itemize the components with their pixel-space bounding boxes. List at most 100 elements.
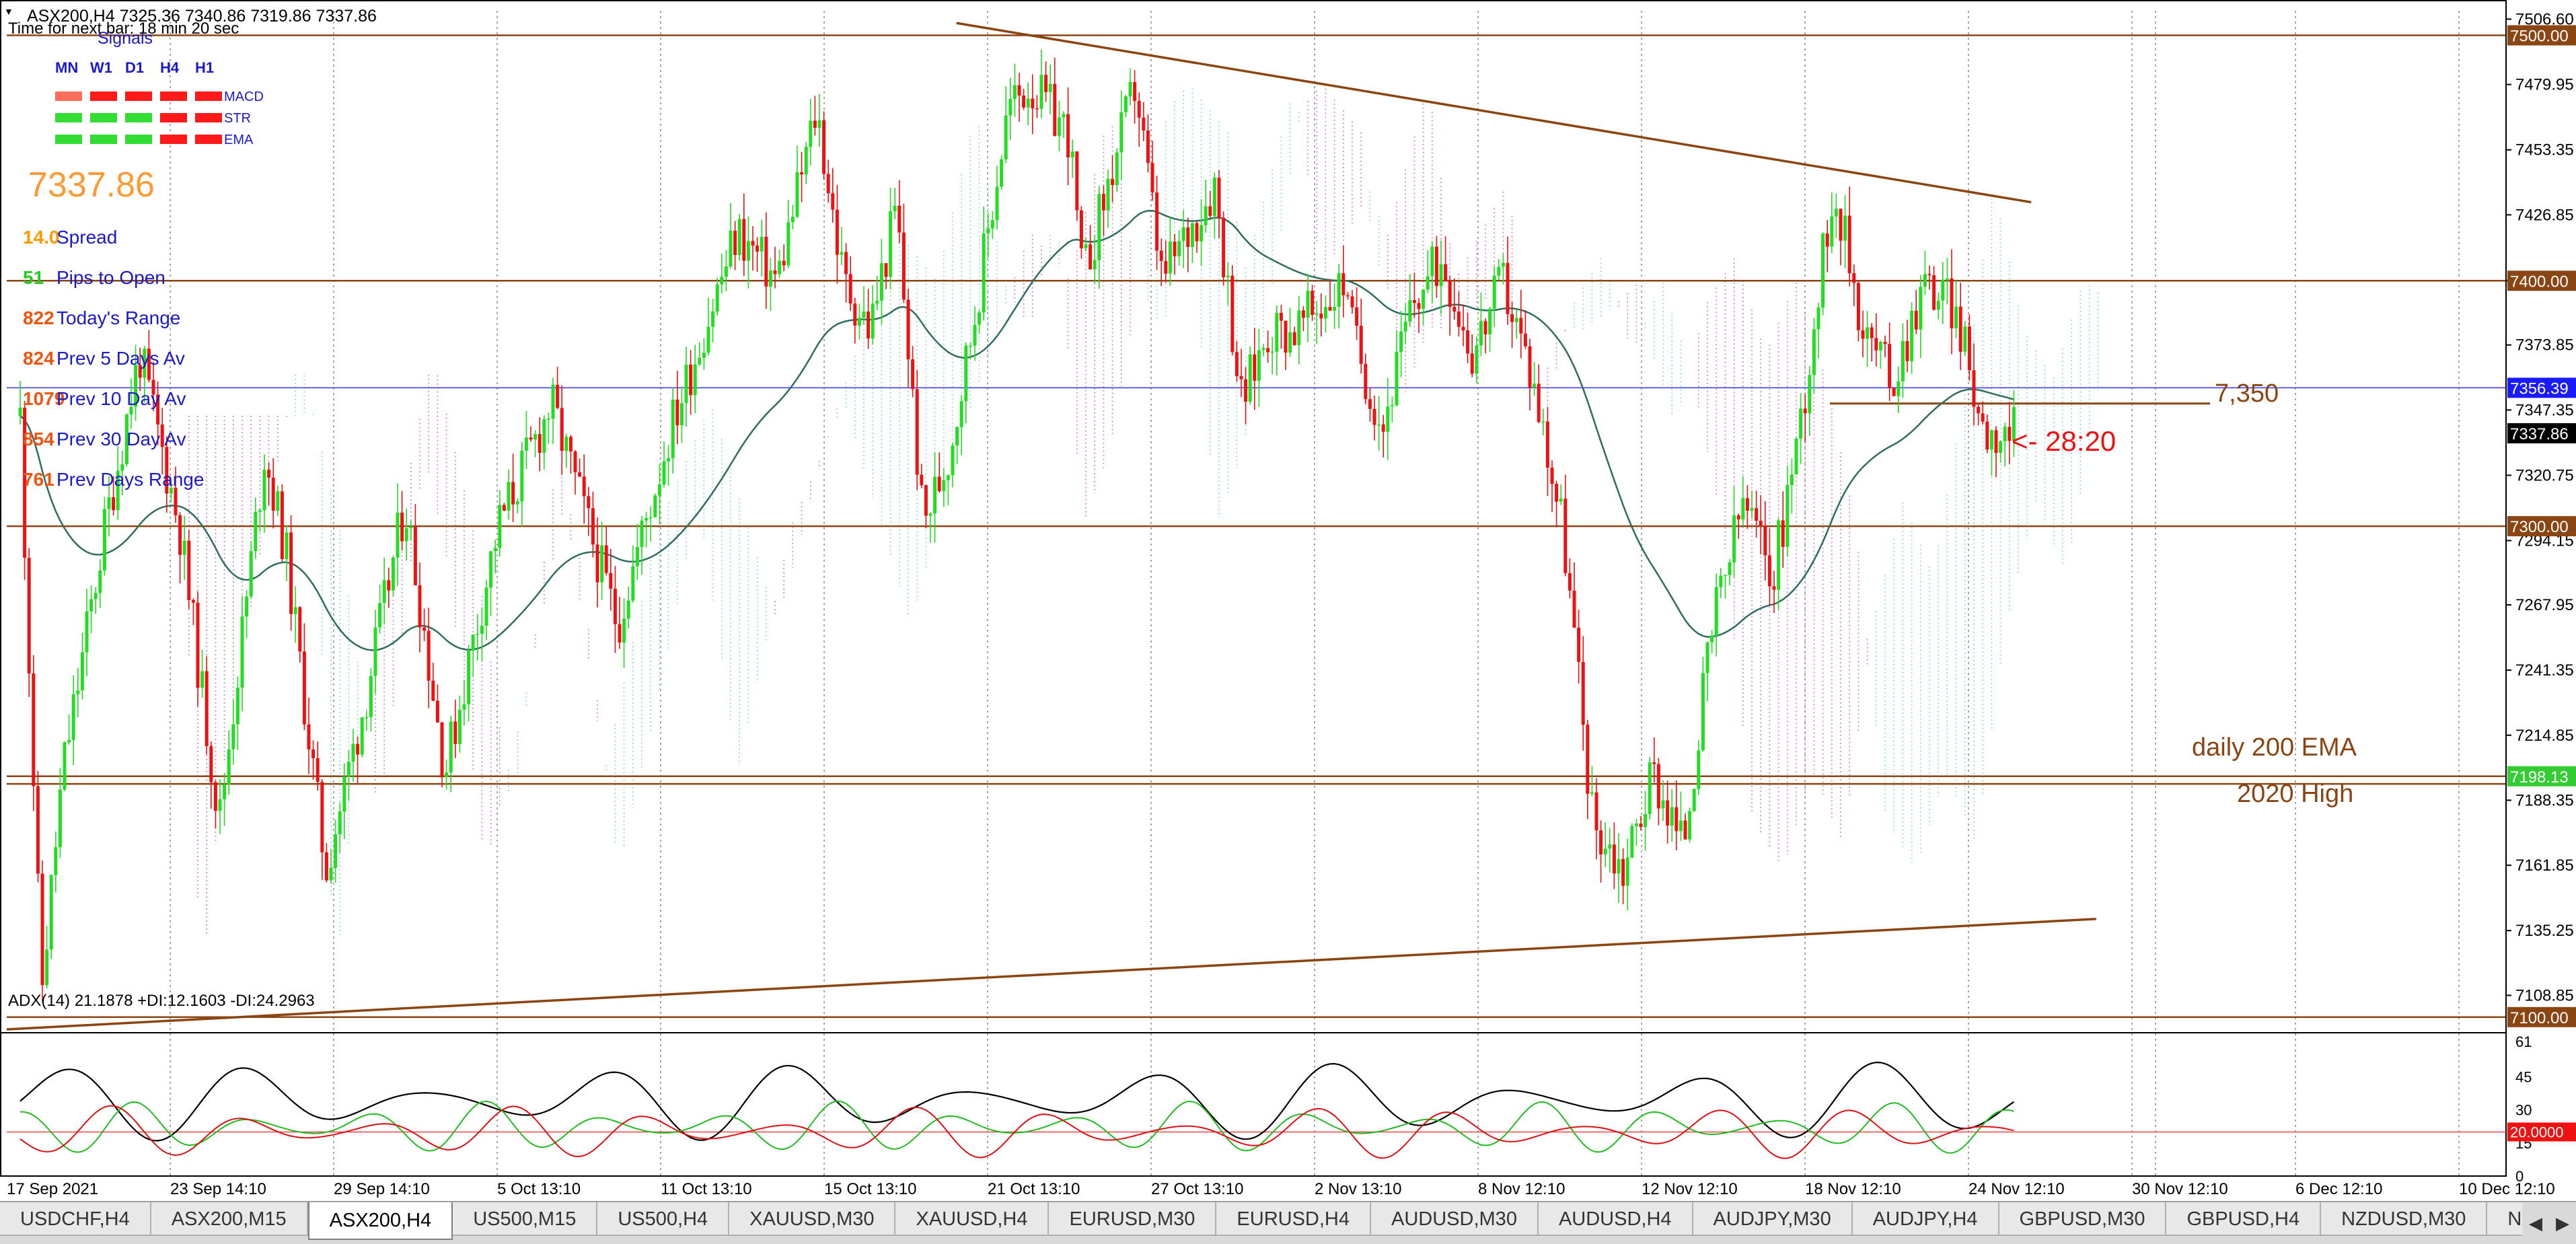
chart-tab[interactable]: GBPUSD,M30 xyxy=(1999,1202,2167,1236)
price-marker xyxy=(2507,377,2576,398)
candle-body xyxy=(893,205,897,211)
candles xyxy=(18,49,2016,1002)
candle-body xyxy=(1168,242,1172,274)
candle-body xyxy=(551,384,555,419)
price-axis-tick: 7241.35 xyxy=(2515,661,2574,680)
chart-tab[interactable]: ASX200,M15 xyxy=(151,1202,308,1236)
chart-tab[interactable]: US500,M15 xyxy=(453,1202,598,1236)
countdown-annotation: <- 28:20 xyxy=(2012,425,2116,457)
candle-body xyxy=(49,875,53,950)
chart-tab[interactable]: EURUSD,H4 xyxy=(1216,1202,1372,1236)
candle-body xyxy=(1989,430,1993,450)
candle-body xyxy=(1155,192,1159,251)
signal-timeframe-label: H1 xyxy=(195,59,214,76)
current-price-label: 7337.86 xyxy=(28,166,155,205)
candle-body xyxy=(1089,244,1093,270)
chart-tab[interactable]: EURUSD,M30 xyxy=(1049,1202,1217,1236)
candle-body xyxy=(1315,314,1319,316)
candle-body xyxy=(346,762,351,777)
candle-body xyxy=(1825,233,1829,247)
tab-scroll-right-icon[interactable]: ▶ xyxy=(2556,1212,2569,1233)
candle-body xyxy=(298,607,302,652)
trendline[interactable] xyxy=(956,22,2032,204)
chart-tab[interactable]: NZDUSD,M30 xyxy=(2321,1202,2488,1236)
candle-body xyxy=(1164,260,1168,274)
trendline[interactable] xyxy=(6,918,2096,1031)
candle-body xyxy=(533,434,538,440)
tab-scroll-arrows[interactable]: ◀ ▶ xyxy=(2522,1202,2576,1244)
candle-body xyxy=(1874,338,1878,351)
candle-body xyxy=(1519,318,1523,334)
candle-body xyxy=(822,120,826,174)
chart-tab[interactable]: XAUUSD,M30 xyxy=(729,1202,896,1236)
candle-body xyxy=(751,241,755,246)
candle-body xyxy=(1670,807,1674,826)
candle-body xyxy=(635,547,639,566)
candle-body xyxy=(453,721,457,744)
price-marker xyxy=(2507,423,2576,443)
signals-title: Signals xyxy=(98,29,153,48)
candle-body xyxy=(1062,114,1066,118)
candle-body xyxy=(1355,307,1359,326)
chart-tab[interactable]: AUDJPY,M30 xyxy=(1693,1202,1853,1236)
candle-body xyxy=(1866,327,1870,339)
candle-body xyxy=(338,811,342,835)
candle-body xyxy=(1510,314,1514,322)
candle-body xyxy=(1075,151,1079,211)
chart-tab[interactable]: US500,H4 xyxy=(597,1202,730,1236)
candle-body xyxy=(498,505,502,548)
chart-tab[interactable]: AUDUSD,M30 xyxy=(1371,1202,1539,1236)
adx-level-marker xyxy=(2507,1122,2576,1142)
candle-body xyxy=(1870,327,1874,338)
candle-body xyxy=(2012,407,2016,441)
chart-tab[interactable]: ASX200,H4 xyxy=(307,1202,453,1240)
chart-tab[interactable]: XAUUSD,H4 xyxy=(895,1202,1050,1236)
candle-body xyxy=(36,786,40,874)
candle-body xyxy=(920,474,924,486)
chart-tab[interactable]: AUDUSD,H4 xyxy=(1538,1202,1693,1236)
time-axis-label: 30 Nov 12:10 xyxy=(2132,1180,2228,1198)
candle-body xyxy=(618,624,622,643)
candle-body xyxy=(1644,813,1648,828)
chart-collapse-icon[interactable]: ▼ xyxy=(4,6,13,17)
candle-body xyxy=(200,671,205,688)
time-axis-label: 29 Sep 14:10 xyxy=(334,1180,430,1198)
candle-body xyxy=(1537,383,1541,423)
candle-body xyxy=(1137,100,1141,118)
high-2020-label: 2020 High xyxy=(2237,780,2353,808)
candle-body xyxy=(640,520,644,548)
price-marker-label: 7500.00 xyxy=(2510,27,2569,45)
price-axis-tick: 7320.75 xyxy=(2515,466,2574,484)
candle-body xyxy=(1852,273,1856,283)
candle-body xyxy=(1053,83,1057,136)
candle-body xyxy=(1999,441,2003,453)
candle-body xyxy=(1710,635,1714,643)
price-axis-tick: 7373.85 xyxy=(2515,336,2574,355)
price-chart[interactable]: 61 45 30 15 0 20.0000 17 Sep 2021 23 Sep 14:10… xyxy=(0,0,2576,1201)
candle-body xyxy=(396,512,400,558)
candle-body xyxy=(1270,351,1274,353)
candle-body xyxy=(1878,342,1882,351)
candle-body xyxy=(138,365,142,378)
chart-tab[interactable]: GBPUSD,H4 xyxy=(2166,1202,2322,1236)
candle-body xyxy=(378,603,382,628)
candle-body xyxy=(1617,858,1621,874)
candle-body xyxy=(1950,278,1954,328)
candle-body xyxy=(520,450,524,502)
candle-body xyxy=(982,233,986,313)
candle-body xyxy=(1941,279,1945,301)
price-axis-tick: 7108.85 xyxy=(2515,986,2574,1004)
candle-body xyxy=(320,782,324,852)
candle-body xyxy=(342,776,346,812)
candle-body xyxy=(440,722,444,778)
signal-indicator xyxy=(195,135,222,144)
candle-body xyxy=(515,501,519,505)
price-axis-tick: 7426.85 xyxy=(2515,206,2574,224)
candle-body xyxy=(1426,276,1430,290)
chart-tab[interactable]: USDCHF,H4 xyxy=(0,1202,151,1236)
candle-body xyxy=(1311,291,1315,316)
tab-scroll-left-icon[interactable]: ◀ xyxy=(2529,1212,2542,1233)
chart-tab[interactable]: AUDJPY,H4 xyxy=(1852,1202,1999,1236)
candle-body xyxy=(191,599,195,603)
